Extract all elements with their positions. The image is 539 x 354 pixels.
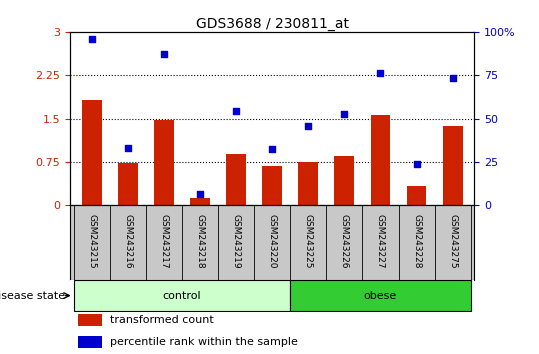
Text: obese: obese: [364, 291, 397, 301]
Point: [87, 36, 96, 42]
Text: GSM243220: GSM243220: [268, 214, 277, 269]
Text: transformed count: transformed count: [110, 315, 214, 325]
Bar: [190, 198, 210, 205]
Title: GDS3688 / 230811_at: GDS3688 / 230811_at: [196, 17, 349, 31]
Text: GSM243218: GSM243218: [196, 214, 204, 269]
Text: GSM243275: GSM243275: [448, 214, 457, 269]
Text: control: control: [163, 291, 201, 301]
Point: [376, 71, 385, 76]
Point: [196, 191, 204, 196]
Text: GSM243226: GSM243226: [340, 214, 349, 269]
Bar: [78, 314, 102, 326]
Bar: [335, 156, 354, 205]
Bar: [406, 186, 426, 205]
Point: [160, 51, 168, 57]
Point: [123, 145, 132, 150]
Text: GSM243228: GSM243228: [412, 214, 421, 269]
Bar: [74, 280, 290, 311]
Text: GSM243225: GSM243225: [304, 214, 313, 269]
Bar: [82, 100, 102, 205]
Bar: [118, 163, 138, 205]
Point: [412, 161, 421, 166]
Bar: [262, 166, 282, 205]
Bar: [443, 126, 462, 205]
Point: [448, 75, 457, 81]
Bar: [370, 115, 390, 205]
Text: GSM243217: GSM243217: [160, 214, 168, 269]
Text: percentile rank within the sample: percentile rank within the sample: [110, 337, 299, 347]
Bar: [299, 162, 318, 205]
Point: [304, 123, 313, 129]
Text: GSM243227: GSM243227: [376, 214, 385, 269]
Bar: [154, 120, 174, 205]
Bar: [78, 336, 102, 348]
Text: GSM243216: GSM243216: [123, 214, 132, 269]
Text: GSM243215: GSM243215: [87, 214, 96, 269]
Point: [340, 111, 349, 117]
Bar: [226, 154, 246, 205]
Point: [232, 108, 240, 114]
Text: disease state: disease state: [0, 291, 65, 301]
Text: GSM243219: GSM243219: [232, 214, 240, 269]
Bar: [290, 280, 471, 311]
Point: [268, 147, 277, 152]
